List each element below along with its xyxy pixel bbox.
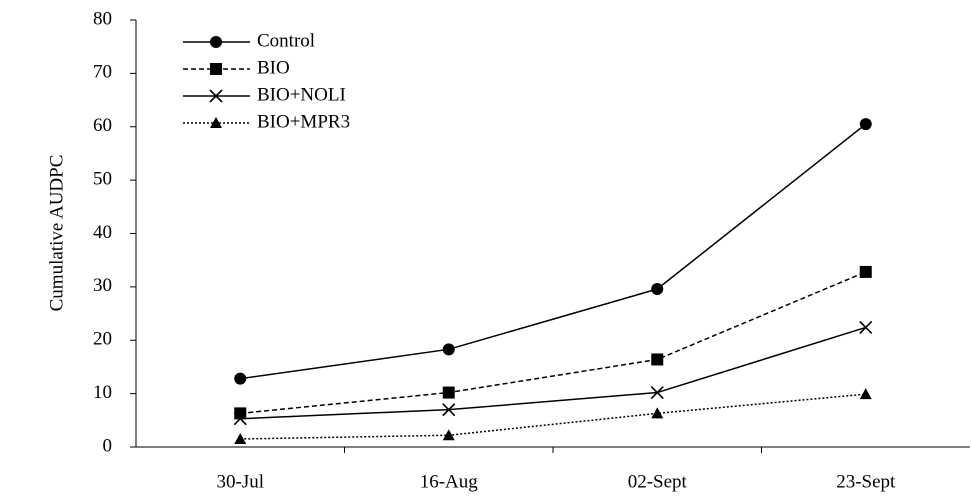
y-tick-label: 60 (93, 115, 112, 136)
legend-label: Control (257, 30, 315, 51)
legend-label: BIO (257, 57, 290, 78)
series-line (240, 123, 867, 380)
data-point (442, 403, 456, 417)
y-tick-label: 40 (93, 222, 112, 243)
x-tick-label: 23-Sept (836, 471, 896, 492)
x-tick-label: 30-Jul (217, 471, 265, 492)
data-point (234, 372, 247, 385)
data-point (650, 385, 664, 400)
data-point (442, 386, 455, 399)
legend-marker (209, 89, 223, 103)
data-point (859, 265, 872, 278)
data-point (859, 388, 872, 400)
series-line (240, 393, 866, 440)
data-point (859, 320, 873, 335)
x-tick-label: 16-Aug (420, 471, 479, 492)
data-point (233, 412, 247, 426)
data-point (234, 407, 247, 420)
y-tick-label: 70 (93, 62, 112, 83)
data-point (234, 432, 247, 444)
y-tick-label: 80 (93, 8, 112, 29)
series-line (240, 271, 867, 415)
series-line (240, 326, 866, 420)
data-point (651, 407, 664, 419)
legend-marker (210, 117, 222, 128)
legend-marker (210, 36, 222, 48)
y-tick-label: 10 (93, 382, 112, 403)
data-point (442, 343, 455, 356)
data-point (651, 353, 664, 366)
y-tick-label: 50 (93, 168, 112, 189)
legend-marker (210, 63, 222, 75)
y-axis-label: Cumulative AUDPC (46, 155, 67, 312)
y-tick-label: 20 (93, 329, 112, 350)
x-tick-label: 02-Sept (628, 471, 688, 492)
legend-label: BIO+NOLI (257, 84, 346, 105)
legend-label: BIO+MPR3 (257, 111, 350, 132)
data-point (651, 283, 664, 296)
y-tick-label: 0 (103, 435, 113, 456)
y-tick-label: 30 (93, 275, 112, 296)
data-point (859, 118, 872, 131)
data-point (442, 429, 455, 441)
